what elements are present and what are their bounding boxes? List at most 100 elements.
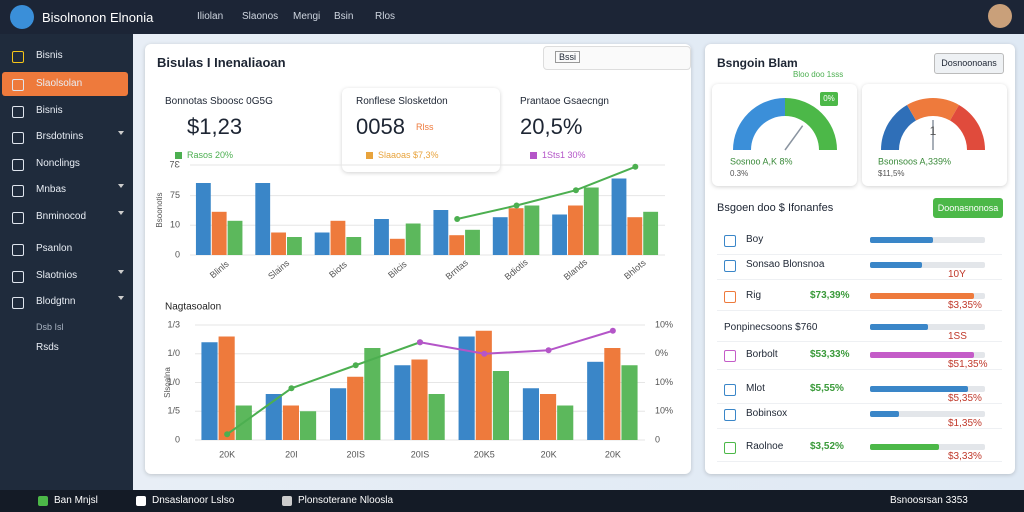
sidebar-icon xyxy=(12,271,24,283)
row-label: Bobinsox xyxy=(746,408,788,419)
nav-item[interactable]: Slaonos xyxy=(242,11,279,22)
row-value: $73,39% xyxy=(810,290,850,301)
gauge-label: Bsonsoos A,339% xyxy=(878,156,951,166)
y-axis-label: Bsoonotis xyxy=(155,192,164,227)
row-bar xyxy=(870,237,934,243)
row-icon xyxy=(724,235,736,247)
right-button[interactable]: Dosnoonoans xyxy=(934,53,1004,74)
sidebar-item[interactable]: Bisnis xyxy=(36,50,63,61)
bar xyxy=(583,187,599,255)
nav-item[interactable]: Iliolan xyxy=(197,11,224,22)
x-tick-label: 20K xyxy=(605,449,621,459)
expand-arrow xyxy=(118,131,124,138)
taskbar-item[interactable]: Ban Mnjsl xyxy=(54,495,98,506)
row-icon xyxy=(724,350,736,362)
row-value: $3,52% xyxy=(810,441,844,452)
row-divider xyxy=(717,341,1002,342)
taskbar-item[interactable]: Dnsaslanoor Lslso xyxy=(152,495,235,506)
bar-track xyxy=(870,262,985,268)
list-button[interactable]: Doonasnonosa xyxy=(933,198,1003,218)
row-bar xyxy=(870,386,968,392)
sidebar-section: Dsb Isl xyxy=(36,322,64,332)
sidebar-item[interactable]: Brsdotnins xyxy=(36,131,84,142)
bar xyxy=(492,371,509,440)
kpi-delta: Slaaoas $7,3% xyxy=(378,150,439,160)
taskbar-icon[interactable] xyxy=(282,496,292,506)
sidebar-item[interactable]: Slaolsolan xyxy=(36,78,83,89)
bar xyxy=(475,330,492,440)
bar xyxy=(255,183,271,255)
toolbar xyxy=(543,46,691,70)
row-divider xyxy=(717,428,1002,429)
row-icon xyxy=(724,384,736,396)
gauge-center: 1 xyxy=(930,124,937,138)
line-point xyxy=(481,350,488,357)
bar xyxy=(611,178,627,255)
sidebar-item[interactable]: Rsds xyxy=(36,342,59,353)
row-right: $5,35% xyxy=(948,393,982,404)
bar xyxy=(643,211,659,255)
bar xyxy=(557,405,574,440)
row-right: $51,35% xyxy=(948,359,988,370)
nav-item[interactable]: Bsin xyxy=(334,11,354,22)
y2-tick-label: 0 xyxy=(655,434,660,444)
sidebar-item[interactable]: Psanlon xyxy=(36,243,73,254)
bar xyxy=(449,235,465,255)
row-icon xyxy=(724,260,736,272)
sidebar-item[interactable]: Slaotnios xyxy=(36,270,78,281)
sidebar-item[interactable]: Bisnis xyxy=(36,105,63,116)
y-tick-label: 1/5 xyxy=(167,406,180,416)
taskbar-icon[interactable] xyxy=(38,496,48,506)
x-tick-label: 20K xyxy=(541,449,557,459)
y2-tick-label: 0% xyxy=(655,348,668,358)
y-tick-label: 0 xyxy=(175,434,180,444)
bar xyxy=(522,388,539,440)
sidebar-icon xyxy=(12,159,24,171)
kpi-unit: Rlss xyxy=(416,122,434,132)
row-divider xyxy=(717,310,1002,311)
sidebar-item[interactable]: Mnbas xyxy=(36,184,67,195)
bar xyxy=(458,336,475,440)
toolbar-button[interactable]: Bssi xyxy=(555,51,581,63)
line-point xyxy=(417,339,423,346)
row-label: Raolnoe xyxy=(746,441,784,452)
sidebar-item[interactable]: Bnminocod xyxy=(36,211,87,222)
row-right: $1,35% xyxy=(948,418,982,429)
row-value: $5,55% xyxy=(810,383,844,394)
y2-tick-label: 10% xyxy=(655,406,673,416)
taskbar-icon[interactable] xyxy=(136,496,146,506)
nav-item[interactable]: Rlos xyxy=(375,11,396,22)
nav-item[interactable]: Mengi xyxy=(293,11,321,22)
kpi-label: Prantaoe Gsaecngn xyxy=(520,96,609,107)
bar xyxy=(621,365,638,440)
right-title: Bsngoin Blam xyxy=(717,56,798,70)
y2-tick-label: 10% xyxy=(655,319,673,329)
bar xyxy=(271,232,286,255)
logo[interactable] xyxy=(10,5,34,29)
sidebar-item[interactable]: Nonclings xyxy=(36,158,80,169)
avatar[interactable] xyxy=(988,4,1012,28)
bar xyxy=(347,376,364,440)
gauge-sub: $11,5% xyxy=(878,169,905,178)
gauge-segment xyxy=(881,104,916,150)
sidebar-icon xyxy=(12,244,24,256)
row-icon xyxy=(724,291,736,303)
bar xyxy=(568,205,583,255)
bar xyxy=(465,229,480,255)
top-bar xyxy=(0,0,1024,34)
bar xyxy=(428,394,445,440)
sidebar xyxy=(0,34,133,490)
sidebar-item[interactable]: Blodgtnn xyxy=(36,296,76,307)
y-tick-label: 7Ɛ xyxy=(170,159,181,169)
bar xyxy=(286,237,302,255)
x-tick-label: 20K5 xyxy=(474,449,495,459)
bar xyxy=(314,232,330,255)
bar xyxy=(587,361,604,440)
y-tick-label: 1/0 xyxy=(167,348,180,358)
taskbar-item[interactable]: Plonsoterane Nloosla xyxy=(298,495,394,506)
bar xyxy=(330,220,346,255)
bar xyxy=(405,223,421,255)
bar xyxy=(211,211,227,255)
x-tick-label: Blands xyxy=(562,257,590,283)
line xyxy=(456,165,636,220)
